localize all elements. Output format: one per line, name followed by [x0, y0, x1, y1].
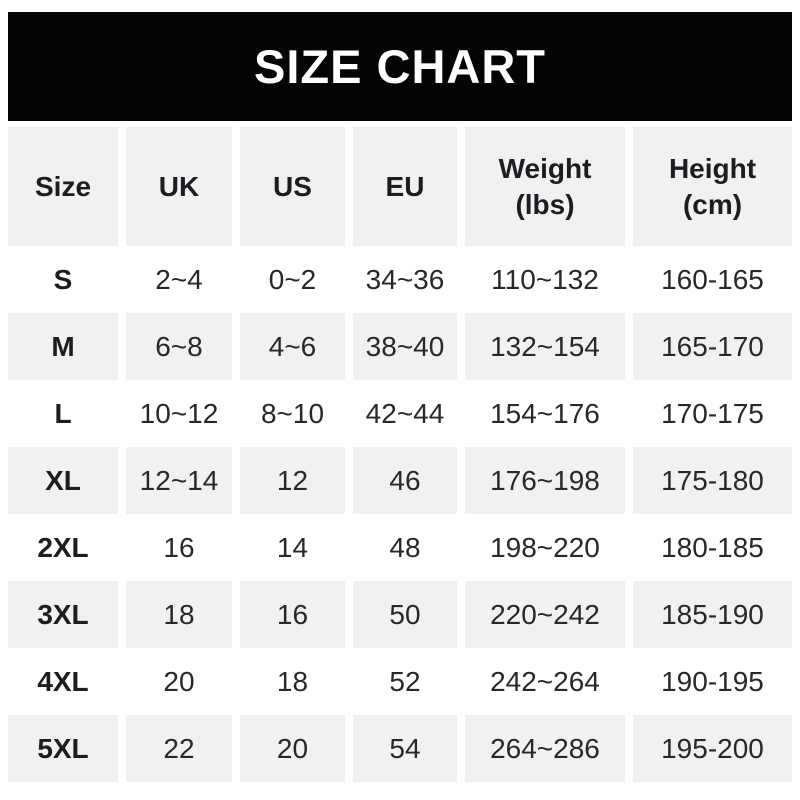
size-label-cell: 4XL — [8, 648, 118, 715]
table-cell: 14 — [240, 514, 345, 581]
table-cell: 34~36 — [353, 246, 457, 313]
table-cell: 38~40 — [353, 313, 457, 380]
table-cell: 50 — [353, 581, 457, 648]
column-header-us: US — [240, 127, 345, 246]
column-header-eu: EU — [353, 127, 457, 246]
table-cell: 198~220 — [465, 514, 625, 581]
column-header-sublabel: (cm) — [682, 188, 743, 220]
column-header-weight: Weight (lbs) — [465, 127, 625, 246]
table-cell: 12~14 — [126, 447, 232, 514]
page-title: SIZE CHART — [254, 40, 546, 93]
table-cell: 0~2 — [240, 246, 345, 313]
size-label-cell: 5XL — [8, 715, 118, 782]
table-cell: 20 — [240, 715, 345, 782]
table-cell: 195-200 — [633, 715, 792, 782]
size-label-cell: M — [8, 313, 118, 380]
size-label-cell: XL — [8, 447, 118, 514]
size-table: Size UK US EU Weight (lbs) Height (cm) S 2~4 0~2 34… — [8, 127, 792, 782]
title-banner: SIZE CHART — [8, 12, 792, 121]
table-cell: 20 — [126, 648, 232, 715]
table-cell: 154~176 — [465, 380, 625, 447]
table-cell: 18 — [126, 581, 232, 648]
table-cell: 10~12 — [126, 380, 232, 447]
table-cell: 110~132 — [465, 246, 625, 313]
column-header-label: UK — [158, 170, 200, 202]
column-header-label: Height — [668, 152, 757, 184]
column-header-label: Weight — [498, 152, 592, 184]
table-cell: 220~242 — [465, 581, 625, 648]
table-cell: 175-180 — [633, 447, 792, 514]
table-cell: 180-185 — [633, 514, 792, 581]
size-label-cell: S — [8, 246, 118, 313]
column-header-label: Size — [34, 170, 92, 202]
size-label-cell: 3XL — [8, 581, 118, 648]
table-cell: 176~198 — [465, 447, 625, 514]
column-header-size: Size — [8, 127, 118, 246]
table-cell: 185-190 — [633, 581, 792, 648]
table-cell: 42~44 — [353, 380, 457, 447]
table-cell: 190-195 — [633, 648, 792, 715]
table-cell: 2~4 — [126, 246, 232, 313]
table-cell: 6~8 — [126, 313, 232, 380]
size-label-cell: L — [8, 380, 118, 447]
table-cell: 52 — [353, 648, 457, 715]
table-cell: 242~264 — [465, 648, 625, 715]
table-cell: 18 — [240, 648, 345, 715]
table-cell: 22 — [126, 715, 232, 782]
table-cell: 16 — [240, 581, 345, 648]
table-cell: 48 — [353, 514, 457, 581]
table-cell: 16 — [126, 514, 232, 581]
table-cell: 132~154 — [465, 313, 625, 380]
table-cell: 160-165 — [633, 246, 792, 313]
column-header-label: US — [273, 170, 312, 202]
column-header-height: Height (cm) — [633, 127, 792, 246]
table-cell: 12 — [240, 447, 345, 514]
table-cell: 170-175 — [633, 380, 792, 447]
column-header-label: EU — [385, 170, 425, 202]
table-cell: 54 — [353, 715, 457, 782]
column-header-sublabel: (lbs) — [515, 188, 575, 220]
column-header-uk: UK — [126, 127, 232, 246]
size-label-cell: 2XL — [8, 514, 118, 581]
table-cell: 264~286 — [465, 715, 625, 782]
table-cell: 165-170 — [633, 313, 792, 380]
table-cell: 4~6 — [240, 313, 345, 380]
table-cell: 46 — [353, 447, 457, 514]
table-cell: 8~10 — [240, 380, 345, 447]
